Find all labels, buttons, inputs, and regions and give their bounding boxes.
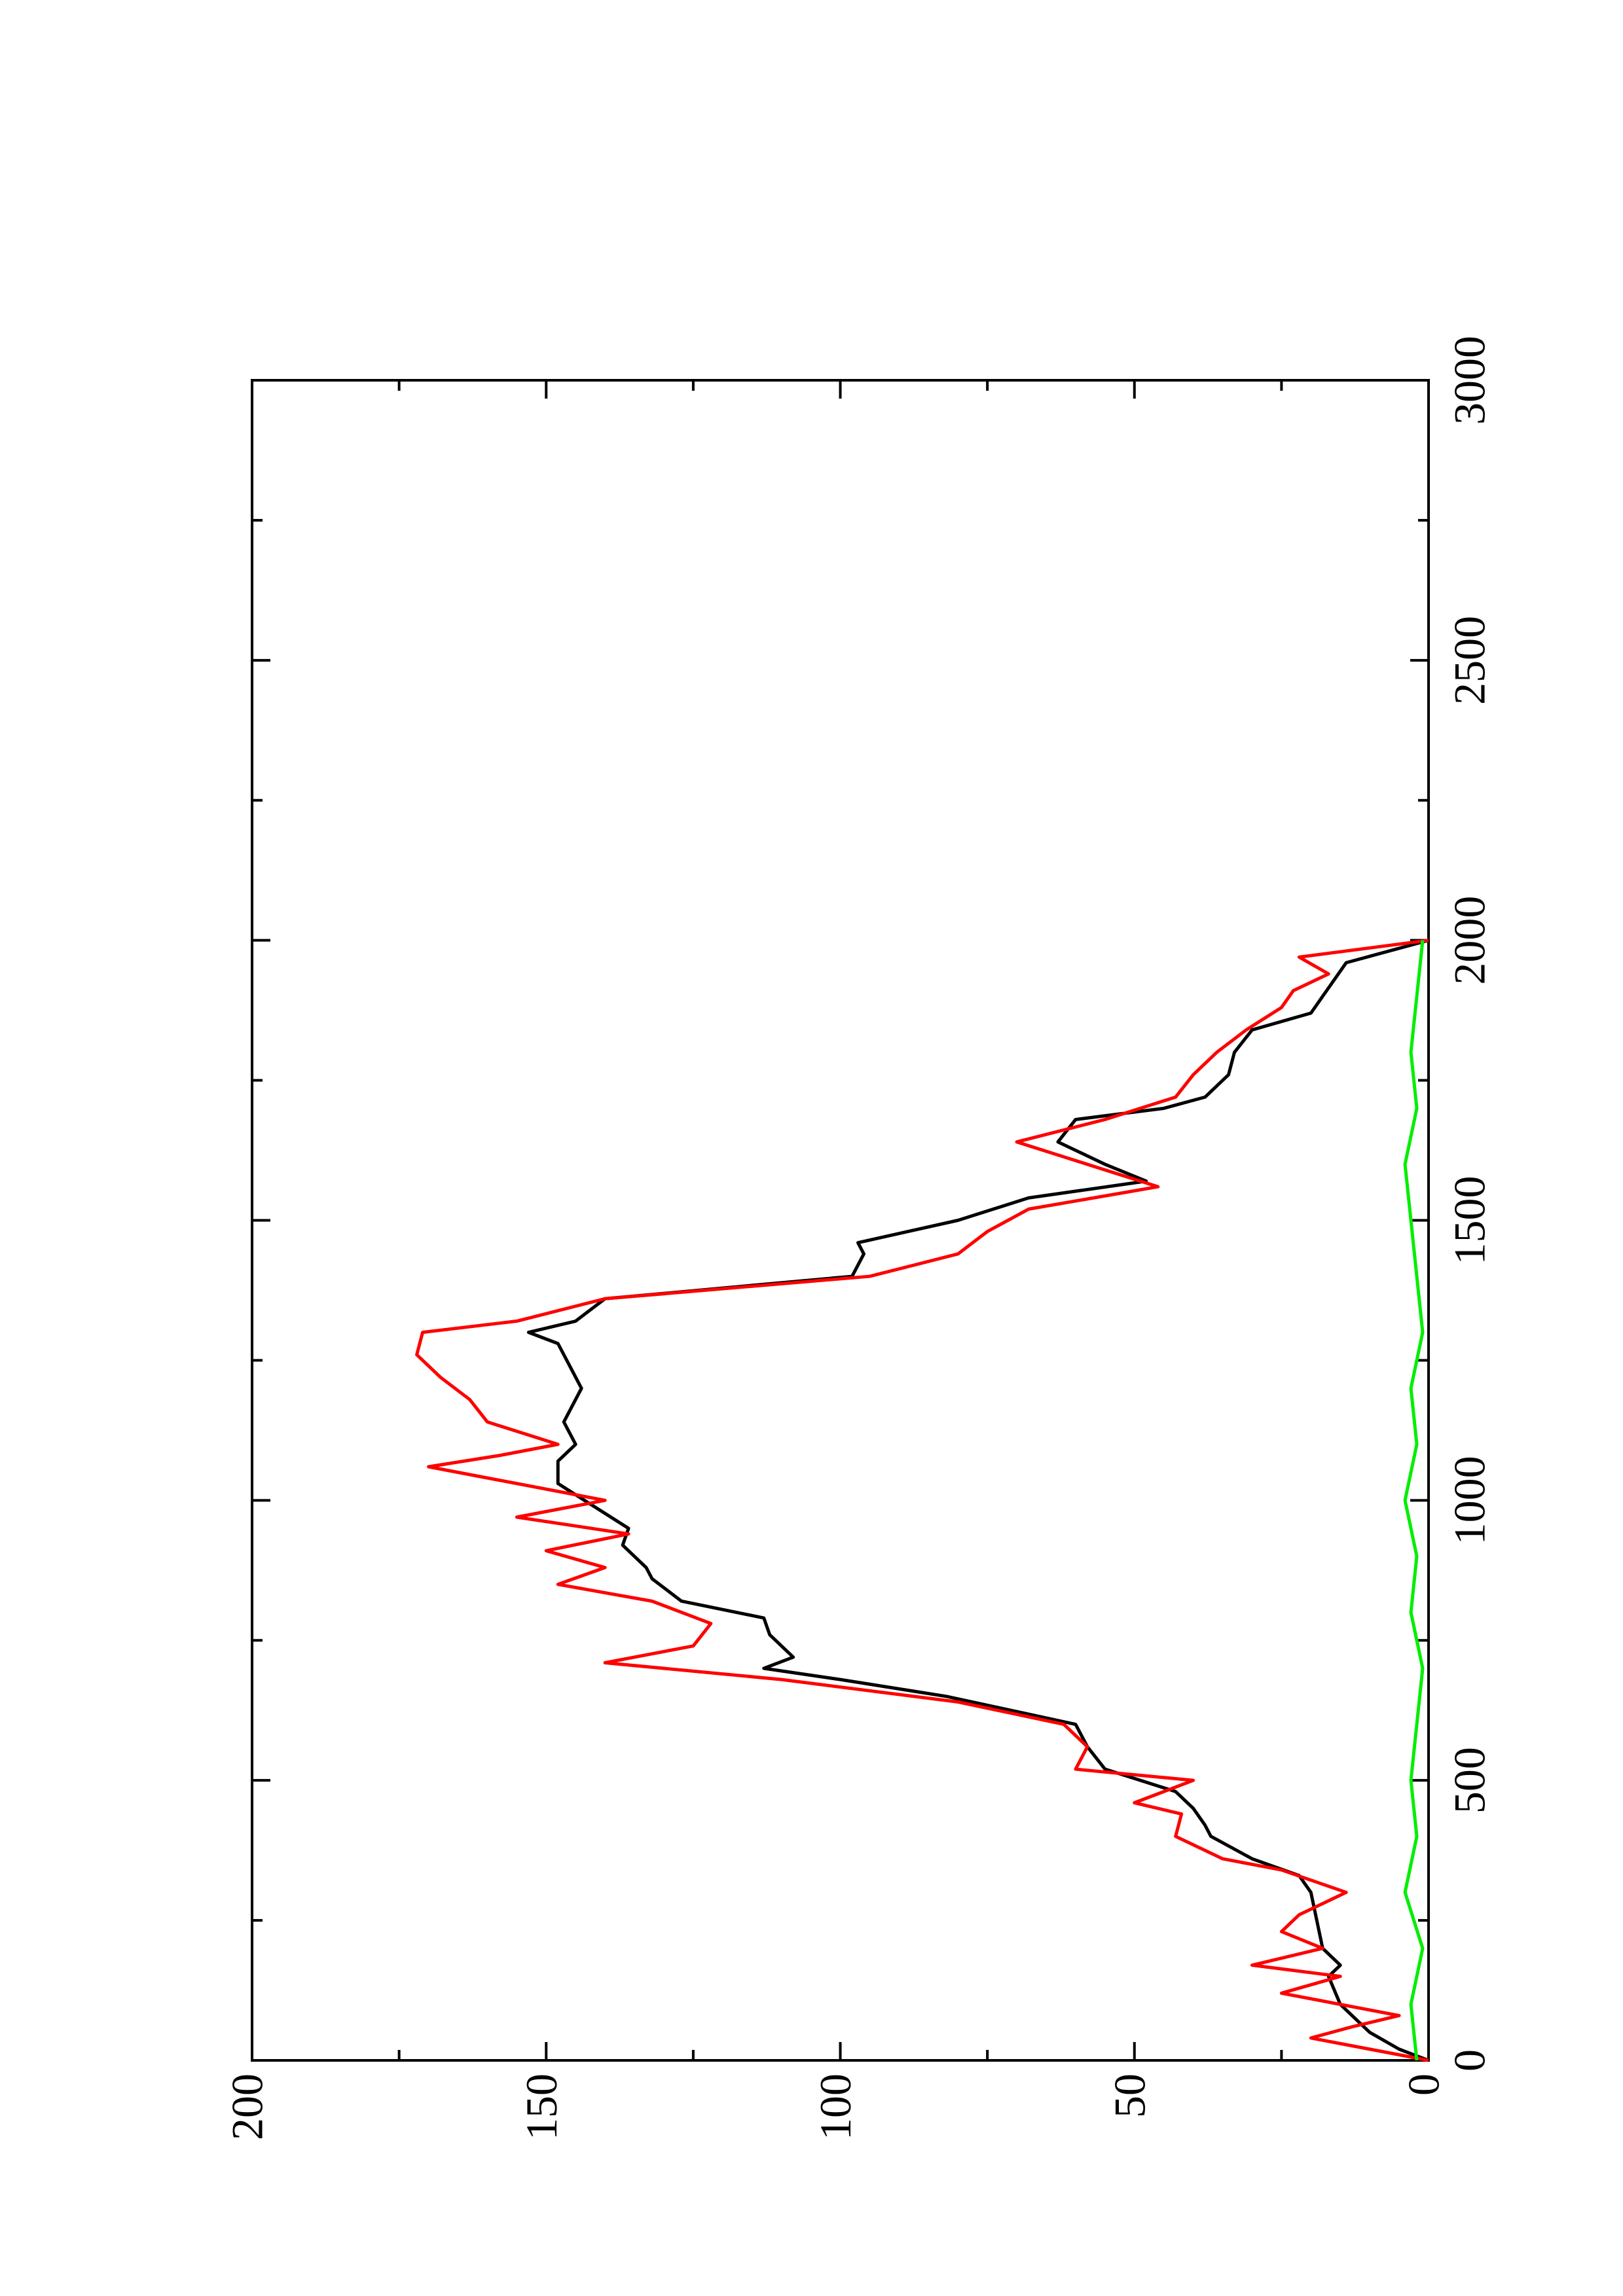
y-tick-label: 0 bbox=[1399, 2073, 1449, 2096]
x-tick-label: 1000 bbox=[1445, 1456, 1495, 1545]
x-tick-label: 3000 bbox=[1445, 336, 1495, 425]
x-tick-label: 2000 bbox=[1445, 896, 1495, 985]
y-tick-label: 200 bbox=[223, 2073, 272, 2140]
y-tick-label: 100 bbox=[811, 2073, 860, 2140]
x-tick-label: 0 bbox=[1445, 2049, 1495, 2072]
data-line bbox=[1403, 940, 1425, 2061]
data-line bbox=[526, 939, 1429, 2062]
x-tick-label: 500 bbox=[1445, 1747, 1495, 1814]
x-tick-label: 2500 bbox=[1445, 616, 1495, 705]
data-line bbox=[415, 939, 1429, 2062]
y-tick-label: 50 bbox=[1104, 2073, 1154, 2118]
x-tick-label: 1500 bbox=[1445, 1176, 1495, 1265]
y-tick-label: 150 bbox=[517, 2073, 566, 2140]
plot-frame bbox=[251, 379, 1430, 2062]
